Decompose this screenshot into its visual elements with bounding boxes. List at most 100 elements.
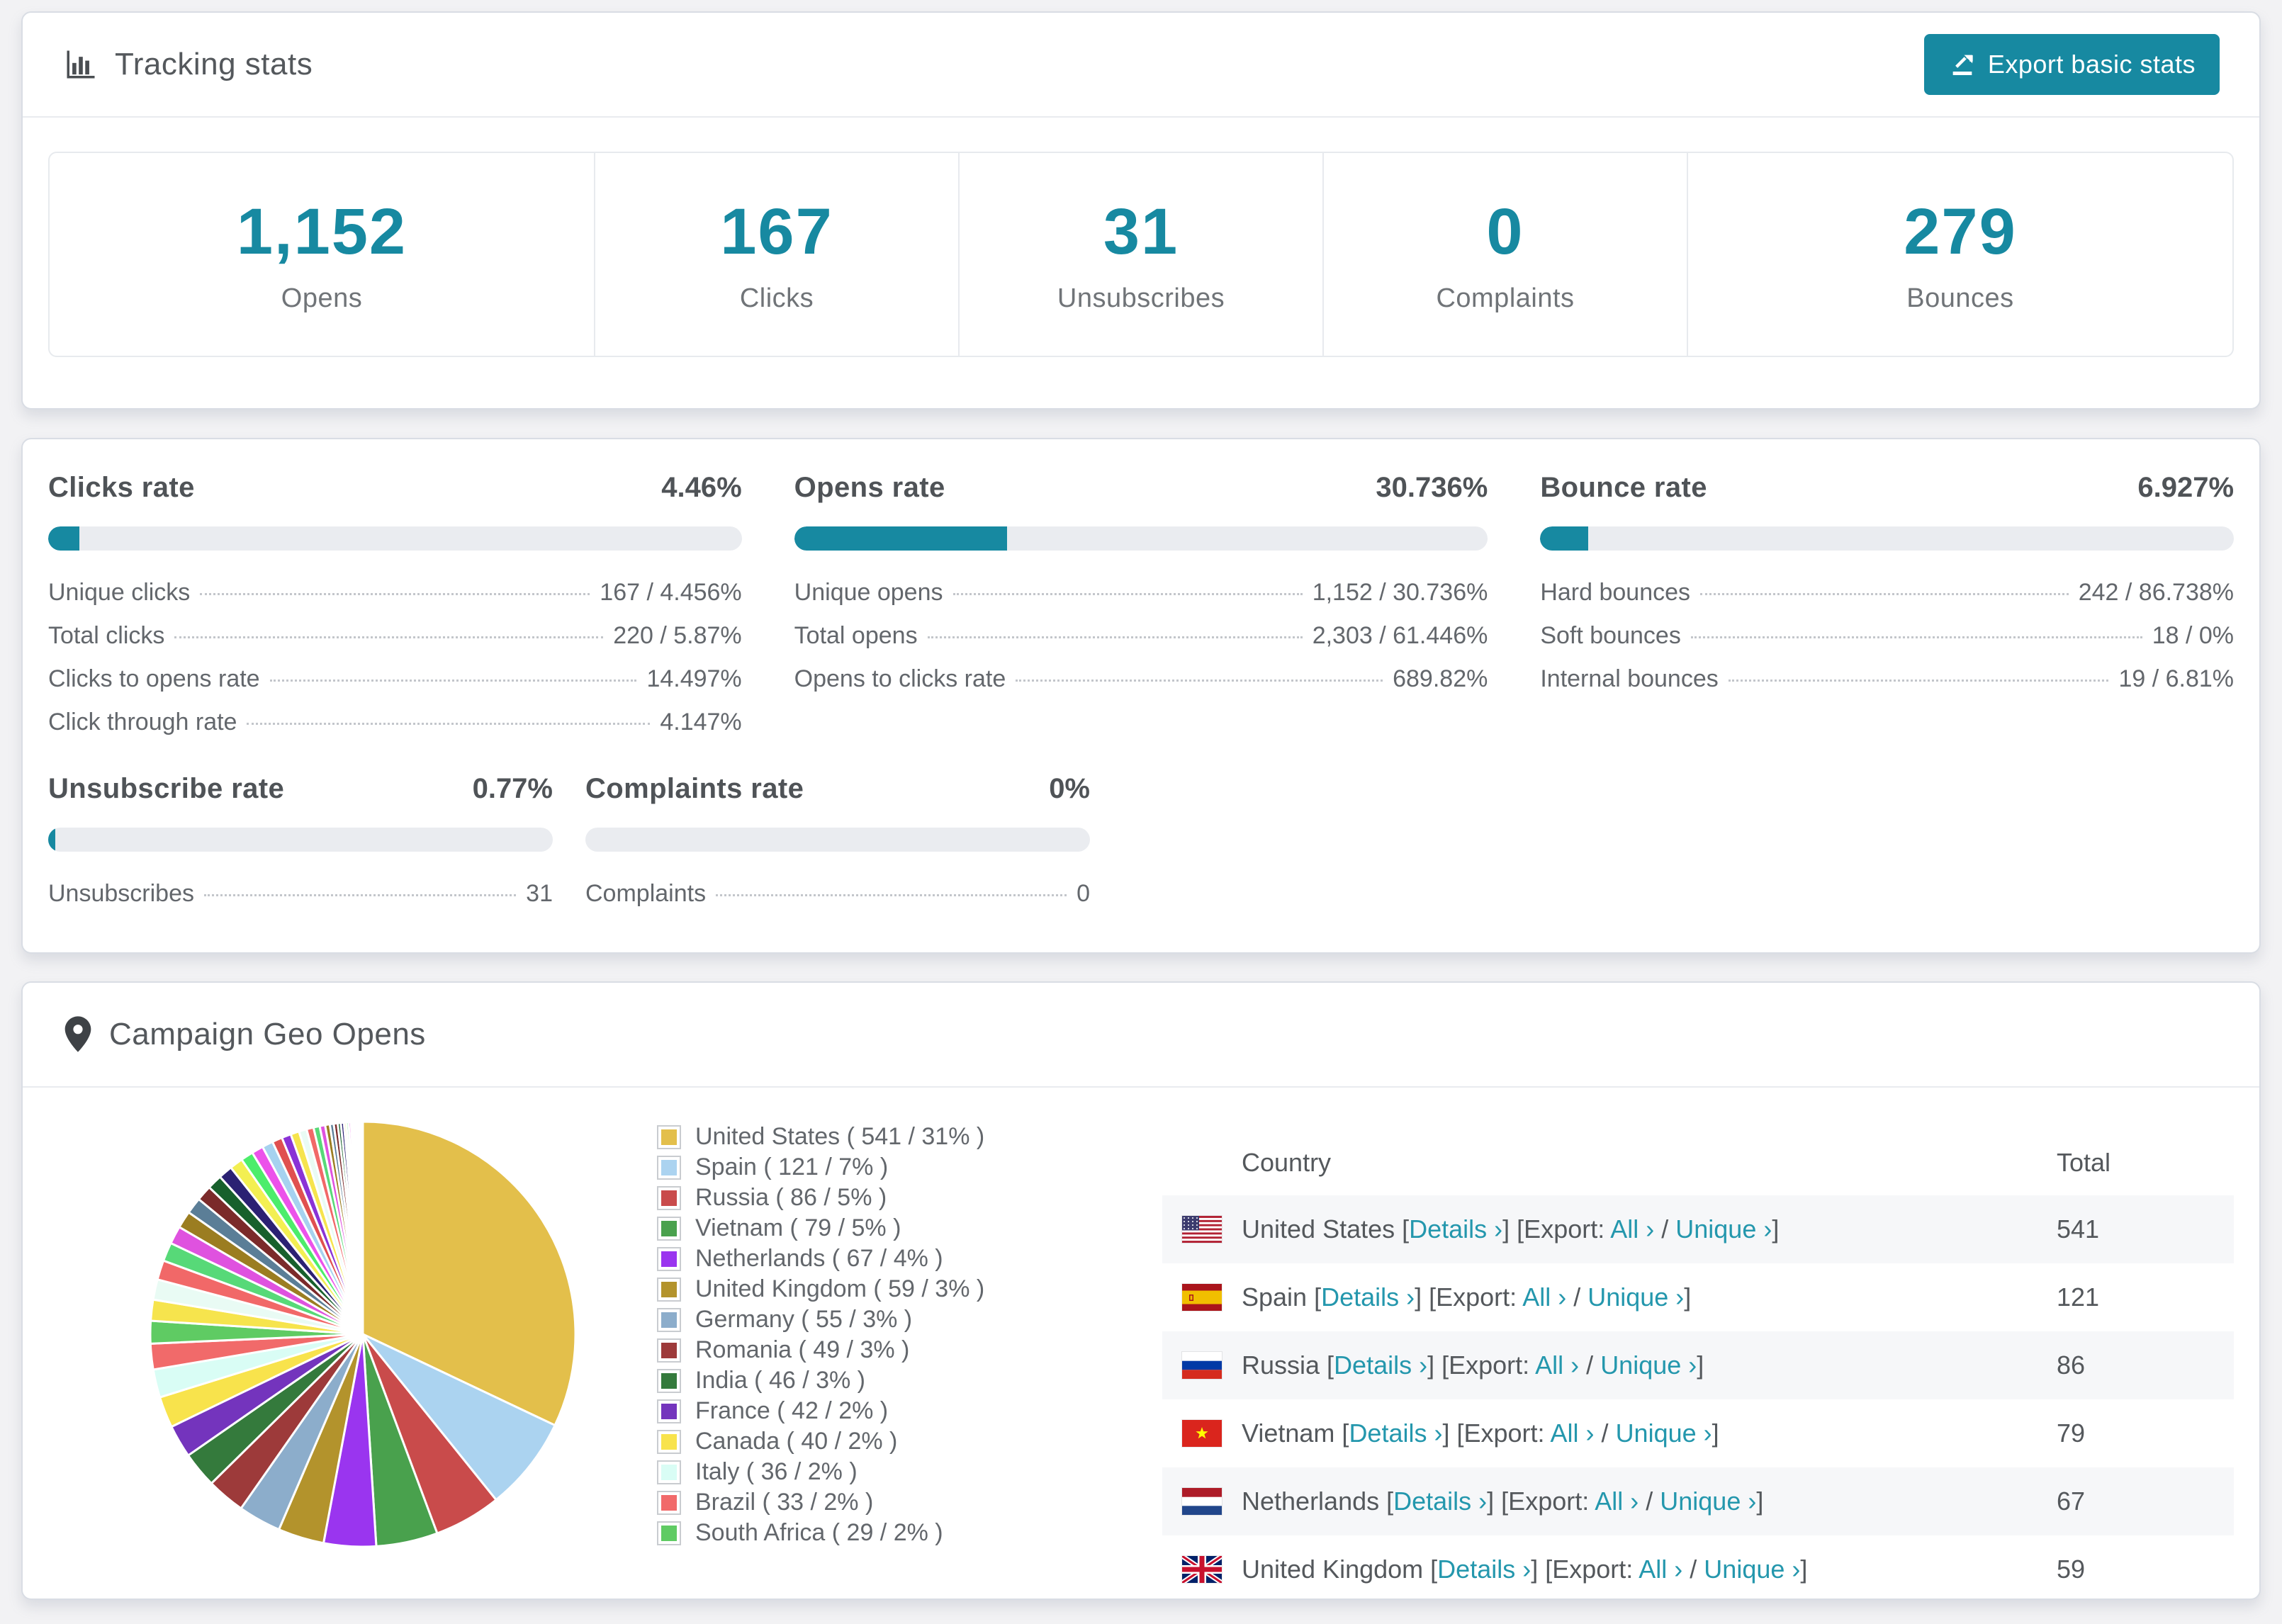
- legend-item-united-states[interactable]: United States ( 541 / 31% ): [657, 1122, 984, 1152]
- details-link[interactable]: Details ›: [1334, 1350, 1428, 1380]
- country-cell: Netherlands [Details ›] [Export: All › /…: [1242, 1487, 1764, 1516]
- rate-section-bounce-rate: Bounce rate 6.927% Hard bounces 242 / 86.73…: [1540, 472, 2235, 736]
- legend-item-vietnam[interactable]: Vietnam ( 79 / 5% ): [657, 1213, 984, 1244]
- details-link[interactable]: Details ›: [1321, 1282, 1415, 1312]
- legend-item-germany[interactable]: Germany ( 55 / 3% ): [657, 1304, 984, 1335]
- table-row-spain: Spain [Details ›] [Export: All › / Uniqu…: [1162, 1263, 2234, 1331]
- export-all-link[interactable]: All ›: [1639, 1555, 1683, 1584]
- pie-slice-spain[interactable]: [361, 1333, 557, 1501]
- export-unique-link[interactable]: Unique ›: [1615, 1419, 1712, 1448]
- detail-label: Click through rate: [48, 709, 237, 735]
- stat-value: 1,152: [236, 196, 408, 268]
- rate-value: 6.927%: [2137, 472, 2235, 503]
- export-basic-stats-button[interactable]: Export basic stats: [1923, 34, 2220, 95]
- export-unique-link[interactable]: Unique ›: [1600, 1350, 1697, 1380]
- stat-label: Bounces: [1906, 283, 2014, 313]
- details-link[interactable]: Details ›: [1349, 1419, 1443, 1448]
- legend-item-spain[interactable]: Spain ( 121 / 7% ): [657, 1152, 984, 1183]
- rate-detail-row: Soft bounces 18 / 0%: [1540, 622, 2234, 650]
- legend-swatch-icon: [657, 1216, 681, 1241]
- detail-label: Complaints: [585, 880, 707, 907]
- rate-value: 0%: [1049, 773, 1090, 804]
- export-icon: [1952, 55, 1973, 75]
- export-all-link[interactable]: All ›: [1610, 1214, 1655, 1244]
- rate-progress-bar: [585, 828, 1090, 852]
- rate-title: Opens rate: [794, 472, 945, 503]
- export-all-link[interactable]: All ›: [1550, 1419, 1595, 1448]
- legend-swatch-icon: [657, 1246, 681, 1271]
- nl-flag-icon: [1182, 1488, 1222, 1515]
- detail-label: Unsubscribes: [48, 880, 194, 907]
- rate-detail-row: Opens to clicks rate 689.82%: [794, 665, 1488, 693]
- table-row-united-states: United States [Details ›] [Export: All ›…: [1162, 1195, 2234, 1263]
- legend-item-brazil[interactable]: Brazil ( 33 / 2% ): [657, 1487, 984, 1518]
- legend-swatch-icon: [657, 1521, 681, 1545]
- dotted-leader: [952, 593, 1303, 595]
- rate-value: 30.736%: [1376, 472, 1488, 503]
- geo-body: United States ( 541 / 31% ) Spain ( 121 /…: [23, 1088, 2259, 1598]
- legend-label: Romania ( 49 / 3% ): [695, 1336, 910, 1363]
- legend-item-italy[interactable]: Italy ( 36 / 2% ): [657, 1457, 984, 1487]
- stat-value: 167: [720, 196, 833, 268]
- country-name: Netherlands: [1242, 1487, 1387, 1516]
- rate-title: Unsubscribe rate: [48, 773, 285, 804]
- legend-item-india[interactable]: India ( 46 / 3% ): [657, 1365, 984, 1396]
- legend-label: Italy ( 36 / 2% ): [695, 1458, 858, 1485]
- detail-label: Total opens: [794, 622, 918, 649]
- details-link[interactable]: Details ›: [1409, 1214, 1503, 1244]
- legend-label: Canada ( 40 / 2% ): [695, 1428, 898, 1455]
- stat-complaints: 0 Complaints: [1322, 153, 1687, 356]
- export-all-link[interactable]: All ›: [1595, 1487, 1639, 1516]
- details-link[interactable]: Details ›: [1393, 1487, 1488, 1516]
- stat-value: 279: [1904, 196, 2017, 268]
- detail-value: 2,303 / 61.446%: [1312, 622, 1488, 649]
- export-unique-link[interactable]: Unique ›: [1675, 1214, 1772, 1244]
- country-cell: Spain [Details ›] [Export: All › / Uniqu…: [1242, 1282, 1692, 1312]
- rate-progress-fill: [1540, 526, 1589, 551]
- table-row-netherlands: Netherlands [Details ›] [Export: All › /…: [1162, 1467, 2234, 1535]
- stat-opens: 1,152 Opens: [50, 153, 594, 356]
- legend-item-south-africa[interactable]: South Africa ( 29 / 2% ): [657, 1518, 984, 1548]
- country-name: Vietnam: [1242, 1419, 1342, 1448]
- rate-progress-bar: [1540, 526, 2235, 551]
- export-all-link[interactable]: All ›: [1522, 1282, 1567, 1312]
- legend-item-netherlands[interactable]: Netherlands ( 67 / 4% ): [657, 1244, 984, 1274]
- stat-value: 31: [1103, 196, 1179, 268]
- detail-value: 31: [526, 880, 553, 907]
- country-name: Spain: [1242, 1282, 1315, 1312]
- legend-swatch-icon: [657, 1460, 681, 1484]
- detail-label: Soft bounces: [1540, 622, 1681, 649]
- legend-item-france[interactable]: France ( 42 / 2% ): [657, 1396, 984, 1426]
- detail-value: 18 / 0%: [2152, 622, 2235, 649]
- legend-item-canada[interactable]: Canada ( 40 / 2% ): [657, 1426, 984, 1457]
- dotted-leader: [1728, 680, 2109, 682]
- details-link[interactable]: Details ›: [1437, 1555, 1531, 1584]
- rate-title: Complaints rate: [585, 773, 804, 804]
- legend-item-united-kingdom[interactable]: United Kingdom ( 59 / 3% ): [657, 1274, 984, 1304]
- legend-label: United States ( 541 / 31% ): [695, 1123, 985, 1150]
- pie-slice-other[interactable]: [361, 1120, 364, 1335]
- export-unique-link[interactable]: Unique ›: [1660, 1487, 1757, 1516]
- detail-label: Opens to clicks rate: [794, 665, 1006, 692]
- export-button-label: Export basic stats: [1987, 50, 2196, 79]
- dotted-leader: [203, 894, 517, 896]
- rate-detail-row: Unsubscribes 31: [48, 880, 553, 908]
- legend-item-russia[interactable]: Russia ( 86 / 5% ): [657, 1183, 984, 1213]
- legend-swatch-icon: [657, 1277, 681, 1302]
- pie-slice-united-states[interactable]: [361, 1120, 577, 1427]
- dotted-leader: [1690, 636, 2142, 638]
- geo-opens-pie-chart[interactable]: [129, 1100, 597, 1568]
- tracking-stats-card: Tracking stats Export basic stats 1,152 O…: [21, 11, 2261, 410]
- detail-label: Internal bounces: [1540, 665, 1719, 692]
- export-unique-link[interactable]: Unique ›: [1587, 1282, 1685, 1312]
- export-all-link[interactable]: All ›: [1535, 1350, 1580, 1380]
- legend-item-romania[interactable]: Romania ( 49 / 3% ): [657, 1335, 984, 1365]
- table-row-vietnam: Vietnam [Details ›] [Export: All › / Uni…: [1162, 1399, 2234, 1467]
- export-unique-link[interactable]: Unique ›: [1704, 1555, 1801, 1584]
- campaign-geo-opens-card: Campaign Geo Opens United States ( 541 /…: [21, 981, 2261, 1600]
- stat-label: Clicks: [739, 283, 814, 313]
- rate-progress-bar: [48, 828, 553, 852]
- rate-section-unsubscribe-rate: Unsubscribe rate 0.77% Unsubscribes 31: [48, 773, 553, 908]
- rates-row-1: Clicks rate 4.46% Unique clicks 167 / 4.456…: [48, 472, 2235, 736]
- detail-value: 0: [1077, 880, 1090, 907]
